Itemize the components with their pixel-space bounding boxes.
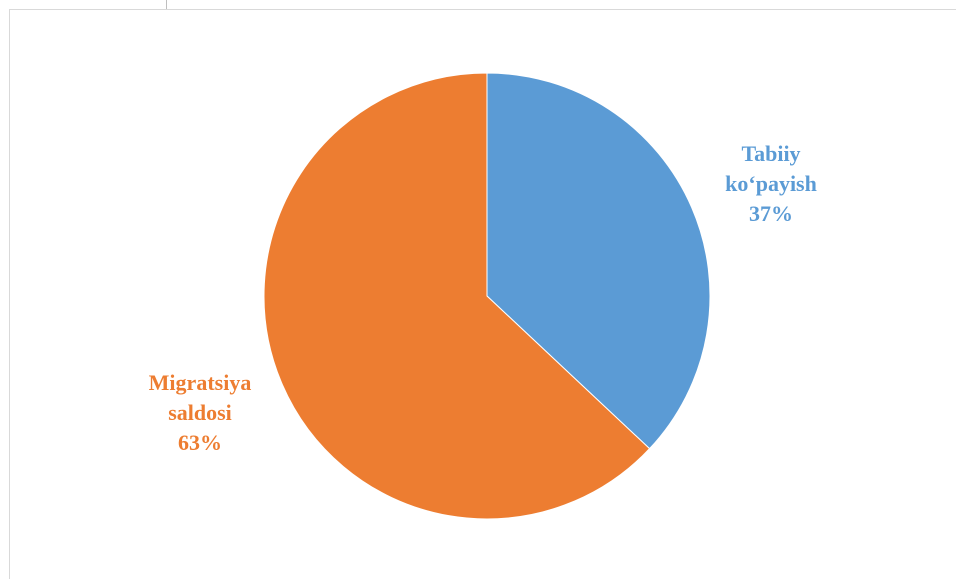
slice-label-line-2: saldosi <box>168 400 232 425</box>
pie-slice-0 <box>486 72 711 450</box>
top-tick-mark <box>166 0 167 9</box>
slice-percent-label: 37% <box>749 201 793 226</box>
slice-label-line-1: Migratsiya <box>149 370 252 395</box>
slice-label-line-2: ko‘payish <box>725 171 817 196</box>
pie-slice-1 <box>263 72 651 520</box>
slice-label-migratsiya-saldosi: Migratsiya saldosi 63% <box>149 370 252 455</box>
pie-slices <box>263 72 711 520</box>
slice-label-line-1: Tabiiy <box>741 141 800 166</box>
slice-label-tabiiy-kopayish: Tabiiy ko‘payish 37% <box>725 141 817 226</box>
slice-percent-label: 63% <box>178 430 222 455</box>
